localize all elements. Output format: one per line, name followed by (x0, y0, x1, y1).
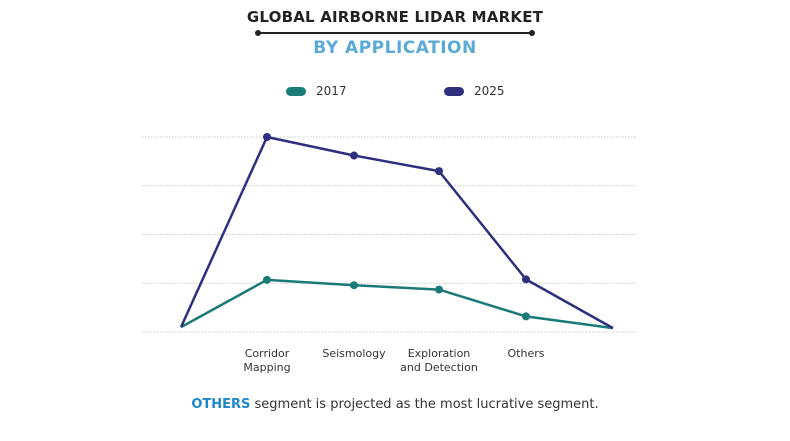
legend-swatch-2017 (286, 86, 306, 96)
divider-dot-right (529, 30, 535, 36)
series-line-2017 (180, 278, 614, 330)
data-point-2025 (263, 133, 271, 141)
x-tick-label: Corridor Mapping (243, 347, 290, 374)
data-point-2025 (350, 151, 358, 160)
data-point-2017 (522, 312, 530, 321)
chart-title: GLOBAL AIRBORNE LIDAR MARKET (246, 8, 544, 26)
data-point-2017 (435, 285, 443, 294)
legend-item-2025: 2025 (444, 83, 505, 99)
x-tick-label: Exploration and Detection (400, 347, 478, 374)
data-point-2017 (350, 281, 358, 290)
data-point-2025 (435, 167, 443, 176)
legend-swatch-2025 (444, 86, 464, 96)
data-point-2017 (263, 275, 271, 284)
footer-text: segment is projected as the most lucrati… (250, 397, 599, 412)
x-tick-label: Seismology (322, 347, 386, 360)
chart-subtitle: BY APPLICATION (313, 38, 477, 58)
data-point-2025 (522, 275, 530, 284)
legend-label-2025: 2025 (474, 84, 505, 98)
footer-note: OTHERS segment is projected as the most … (0, 397, 790, 412)
legend-label-2017: 2017 (316, 84, 347, 98)
series-line-2025 (179, 135, 614, 330)
divider-dot-left (255, 30, 261, 36)
legend-item-2017: 2017 (286, 83, 347, 99)
title-divider (258, 32, 532, 34)
footer-highlight: OTHERS (191, 397, 251, 412)
x-tick-label: Others (508, 347, 545, 360)
